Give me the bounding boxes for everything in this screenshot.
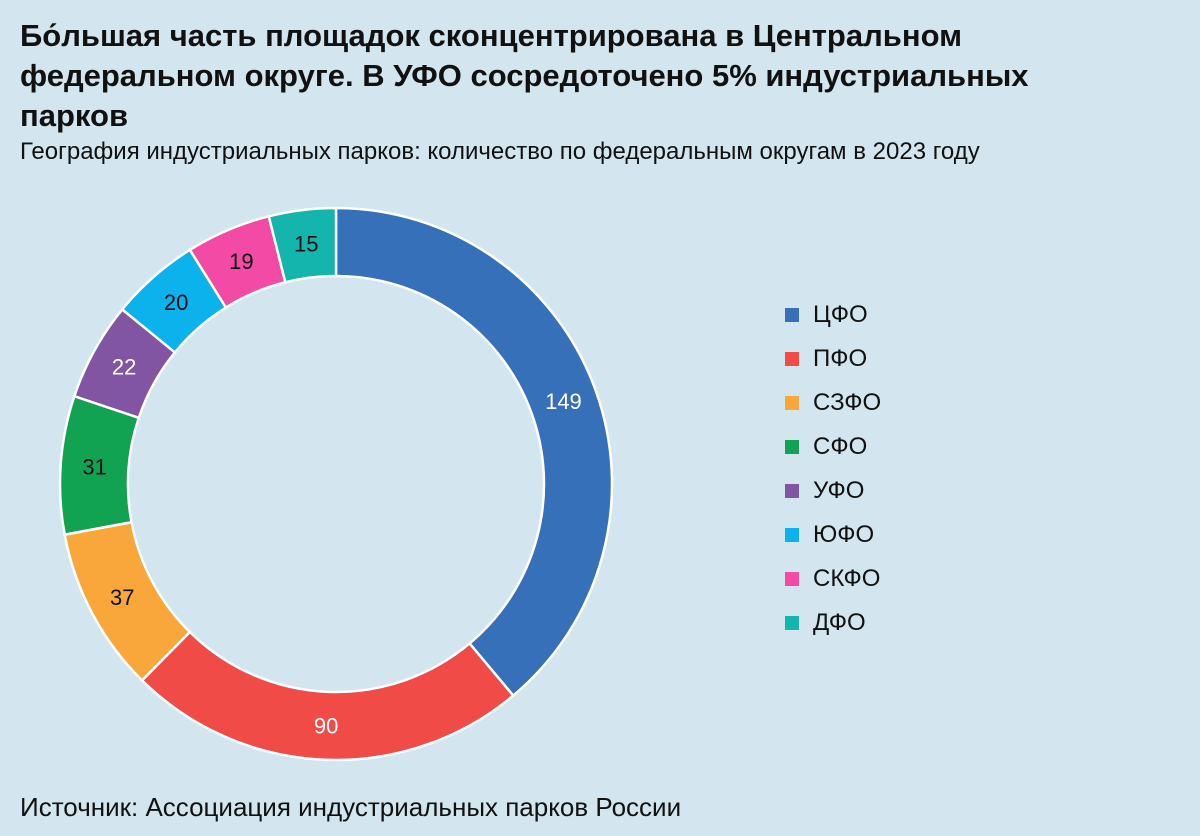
slice-label-УФО: 22 [112,355,136,380]
legend-label: ДФО [813,609,866,636]
legend-label: СФО [813,433,868,460]
legend-item-СКФО: СКФО [785,557,881,601]
legend-item-УФО: УФО [785,469,881,513]
source-note: Источник: Ассоциация индустриальных парк… [20,792,682,822]
slice-label-СКФО: 19 [229,249,253,274]
legend-item-СФО: СФО [785,425,881,469]
slice-label-ЮФО: 20 [164,290,188,315]
legend-swatch [785,572,799,586]
legend-item-СЗФО: СЗФО [785,381,881,425]
donut-chart: 149 90 37 31 22 20 19 15 [58,206,614,762]
legend-label: ЮФО [813,521,875,548]
legend-label: ЦФО [813,301,868,328]
legend-swatch [785,308,799,322]
slice-label-ДФО: 15 [294,231,318,256]
legend-swatch [785,616,799,630]
legend-swatch [785,528,799,542]
legend-item-ДФО: ДФО [785,601,881,645]
legend-swatch [785,396,799,410]
slice-label-СЗФО: 37 [110,585,134,610]
legend-item-ПФО: ПФО [785,337,881,381]
legend-label: СКФО [813,565,881,592]
slice-label-СФО: 31 [82,455,106,480]
legend-swatch [785,352,799,366]
legend-label: ПФО [813,345,868,372]
legend-swatch [785,484,799,498]
legend-item-ЦФО: ЦФО [785,293,881,337]
slice-ЦФО [334,206,614,698]
slice-ДФО [267,206,338,284]
chart-subtitle: География индустриальных парков: количес… [20,138,980,165]
slice-ПФО [140,630,515,762]
slice-label-ПФО: 90 [314,713,338,738]
chart-legend: ЦФО ПФО СЗФО СФО УФО ЮФО СКФО ДФО [785,293,881,645]
legend-label: УФО [813,477,865,504]
slice-label-ЦФО: 149 [545,389,582,414]
legend-item-ЮФО: ЮФО [785,513,881,557]
legend-swatch [785,440,799,454]
chart-title: Бо́льшая часть площадок сконцентрирована… [20,18,1029,133]
legend-label: СЗФО [813,389,882,416]
